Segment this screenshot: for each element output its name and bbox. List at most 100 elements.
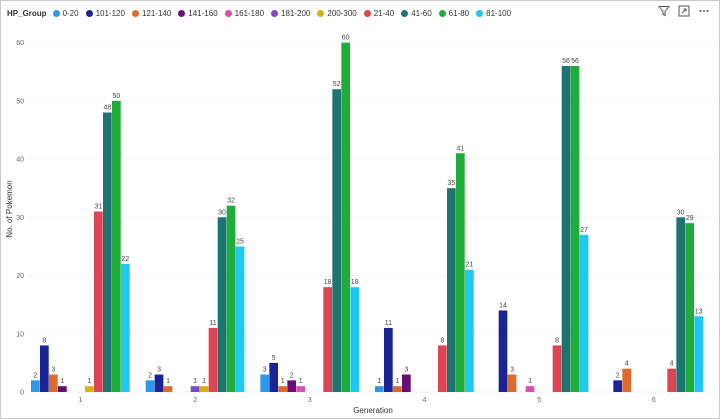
data-label: 18: [324, 279, 332, 286]
bar[interactable]: [278, 386, 288, 392]
expand-icon[interactable]: [677, 4, 691, 18]
legend-item[interactable]: 0-20: [52, 8, 79, 18]
bar[interactable]: [438, 345, 447, 392]
legend-item[interactable]: 101-120: [85, 9, 125, 18]
bar[interactable]: [287, 380, 297, 392]
bar[interactable]: [323, 287, 333, 392]
legend-item[interactable]: 61-80: [438, 9, 469, 18]
legend-swatch: [85, 9, 93, 17]
bar[interactable]: [145, 380, 155, 392]
bar[interactable]: [199, 386, 209, 392]
legend-item[interactable]: 181-200: [271, 9, 310, 18]
bar[interactable]: [456, 153, 465, 392]
legend-item[interactable]: 200-300: [317, 9, 357, 18]
data-label: 2: [33, 372, 37, 379]
visual-header-icons: [657, 4, 711, 18]
bar[interactable]: [613, 380, 623, 392]
legend-item[interactable]: 121-140: [131, 8, 172, 18]
bar[interactable]: [154, 374, 164, 392]
data-label: 56: [562, 58, 570, 65]
bar[interactable]: [94, 211, 103, 393]
x-tick-label: 2: [193, 397, 197, 404]
data-label: 2: [616, 372, 620, 379]
legend-item[interactable]: 141-160: [178, 9, 218, 18]
bar[interactable]: [384, 327, 393, 392]
legend-swatch: [317, 9, 325, 17]
legend-swatch: [52, 9, 60, 17]
data-label: 52: [333, 81, 341, 88]
bar[interactable]: [498, 310, 508, 392]
bar[interactable]: [103, 112, 112, 393]
legend-item[interactable]: 81-100: [476, 9, 511, 18]
bar[interactable]: [525, 386, 535, 392]
legend-item[interactable]: 41-60: [401, 9, 432, 18]
bar[interactable]: [667, 368, 677, 392]
legend-item[interactable]: 161-180: [224, 9, 264, 18]
bar[interactable]: [570, 65, 580, 392]
y-tick-label: 50: [16, 98, 24, 105]
legend-title: HP_Group: [7, 8, 47, 18]
data-label: 35: [447, 180, 455, 187]
bar[interactable]: [269, 362, 279, 392]
y-tick-label: 10: [16, 331, 24, 338]
bar[interactable]: [561, 65, 571, 392]
legend-item[interactable]: 21-40: [363, 9, 394, 18]
bar[interactable]: [163, 386, 173, 392]
bar[interactable]: [622, 368, 632, 392]
data-label: 11: [209, 320, 216, 327]
bar[interactable]: [58, 386, 67, 392]
data-label: 4: [625, 361, 629, 368]
bar[interactable]: [676, 217, 686, 392]
bar[interactable]: [260, 374, 270, 392]
bar[interactable]: [235, 246, 245, 392]
legend-label: 121-140: [141, 8, 172, 18]
data-label: 31: [94, 204, 102, 211]
data-label: 8: [555, 337, 559, 344]
data-label: 25: [236, 238, 244, 245]
bar[interactable]: [190, 386, 200, 392]
bar[interactable]: [31, 380, 40, 392]
bar[interactable]: [40, 345, 49, 392]
data-label: 8: [42, 337, 46, 344]
bar[interactable]: [350, 287, 360, 392]
bar[interactable]: [121, 263, 130, 392]
data-label: 1: [395, 378, 399, 385]
y-tick-label: 30: [16, 215, 24, 222]
bar[interactable]: [579, 234, 589, 392]
data-label: 22: [121, 256, 129, 263]
bar[interactable]: [49, 374, 58, 392]
legend-swatch: [438, 9, 446, 17]
bar[interactable]: [402, 374, 411, 392]
bar[interactable]: [85, 386, 94, 392]
bar[interactable]: [465, 269, 474, 392]
bar[interactable]: [341, 42, 351, 392]
more-options-icon[interactable]: [697, 4, 711, 18]
bar[interactable]: [296, 386, 306, 392]
bar[interactable]: [552, 345, 562, 392]
legend-swatch: [271, 9, 279, 17]
data-label: 1: [528, 378, 532, 385]
bar[interactable]: [332, 89, 342, 393]
y-tick-label: 40: [16, 157, 24, 164]
bar[interactable]: [217, 217, 227, 392]
bar[interactable]: [226, 205, 236, 392]
legend-label: 0-20: [62, 8, 79, 18]
gridlines: [29, 42, 717, 393]
bar[interactable]: [694, 316, 704, 392]
bar[interactable]: [447, 188, 456, 392]
data-label: 1: [60, 378, 64, 385]
bar[interactable]: [375, 386, 384, 392]
filter-icon[interactable]: [657, 4, 671, 18]
bar[interactable]: [685, 223, 695, 392]
data-label: 3: [157, 367, 161, 374]
legend-label: 181-200: [281, 8, 311, 18]
x-tick-label: 4: [423, 397, 427, 404]
data-label: 3: [510, 367, 514, 374]
bar[interactable]: [507, 374, 517, 392]
bar[interactable]: [208, 327, 218, 392]
bar[interactable]: [393, 386, 402, 392]
legend: HP_Group 0-20 101-120 121-140 141-160 161-18…: [7, 5, 518, 21]
data-label: 48: [103, 105, 111, 112]
bar[interactable]: [112, 100, 121, 392]
